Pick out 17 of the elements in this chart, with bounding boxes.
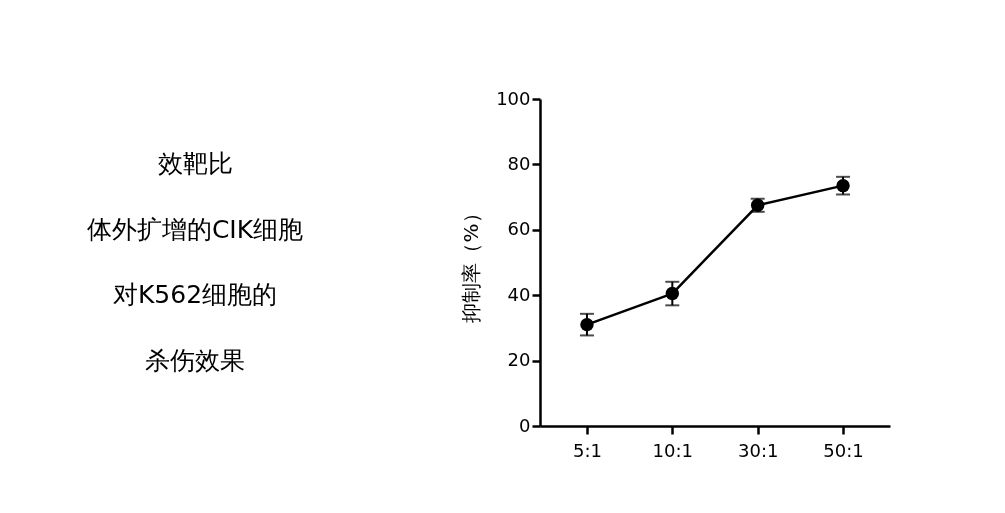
x-tick-label: 5:1 <box>572 439 602 461</box>
y-tick-label: 20 <box>507 349 531 371</box>
point <box>665 286 680 301</box>
x-tick-label: 30:1 <box>737 439 779 461</box>
y-tick-label: 40 <box>507 283 531 305</box>
y-tick-label: 60 <box>507 218 531 240</box>
x-tick-label: 10:1 <box>652 439 694 461</box>
x-tick-label: 50:1 <box>823 439 864 461</box>
text: 对K562细胞的 <box>112 280 278 310</box>
point <box>580 317 594 332</box>
y-tick-label: 0 <box>519 414 531 436</box>
y-axis-title: 抑制率（%） <box>459 203 484 323</box>
y-tick-label: 100 <box>496 87 531 109</box>
text: 效靶比 <box>157 149 233 179</box>
text: 杀伤效果 <box>145 345 245 375</box>
text: 体外扩增的CIK细胞 <box>86 214 304 244</box>
y-tick-label: 80 <box>507 152 531 174</box>
